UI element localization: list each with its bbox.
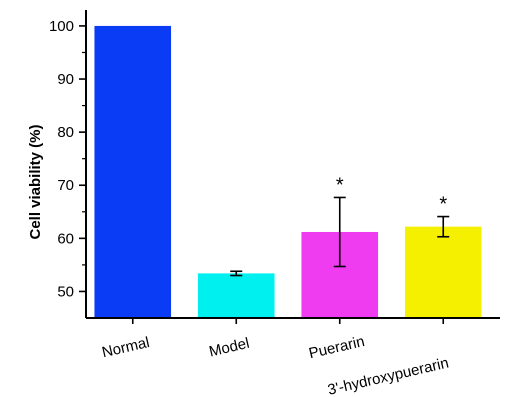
y-tick-label: 60 xyxy=(57,230,74,247)
y-ticks-group: 50 60 70 80 90 100 xyxy=(49,18,86,300)
axes-group xyxy=(85,10,500,319)
category-label-2: Puerarin xyxy=(307,333,366,362)
bar-0 xyxy=(94,25,172,319)
y-tick-label: 70 xyxy=(57,177,74,194)
significance-mark-3: * xyxy=(439,194,447,216)
bar-1 xyxy=(197,273,275,318)
significance-group: ** xyxy=(336,174,448,215)
y-tick-label: 50 xyxy=(57,283,74,300)
bar-3 xyxy=(404,226,482,318)
y-tick-label: 100 xyxy=(49,18,74,35)
category-label-1: Model xyxy=(207,335,251,361)
significance-mark-2: * xyxy=(336,174,344,196)
error-bars-group xyxy=(230,196,450,277)
y-axis-title: Cell viability (%) xyxy=(27,124,44,239)
y-tick-label: 90 xyxy=(57,71,74,88)
y-tick-label: 80 xyxy=(57,124,74,141)
category-label-3: 3'-hydroxypuerarin xyxy=(326,354,450,397)
category-label-0: Normal xyxy=(100,334,151,361)
bars-group xyxy=(94,25,482,319)
